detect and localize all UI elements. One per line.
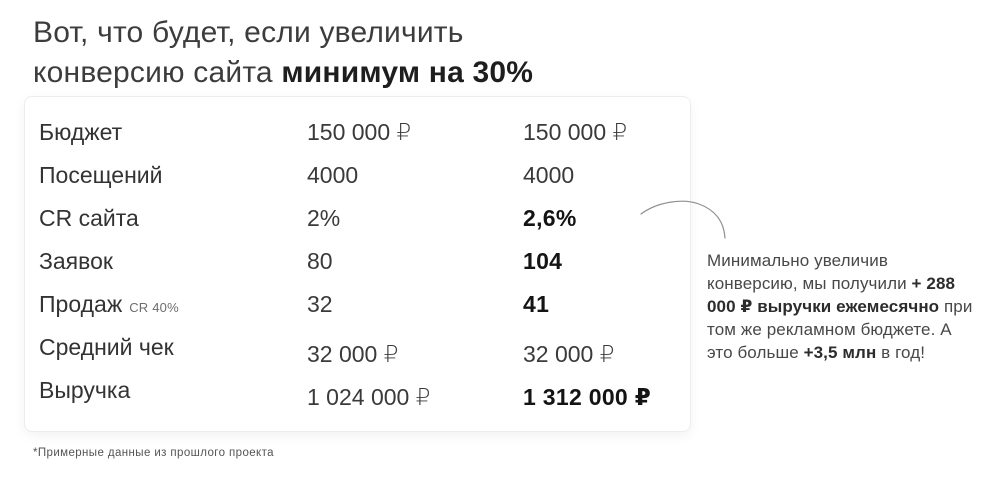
title-line-2-regular: конверсию сайта bbox=[33, 56, 282, 89]
row-label: Посещений bbox=[39, 162, 307, 189]
row-label: Бюджет bbox=[39, 119, 307, 146]
row-label-text: Средний чек bbox=[39, 334, 174, 360]
row-label-text: Выручка bbox=[39, 377, 131, 403]
value-before: 32 bbox=[307, 291, 333, 317]
table-row-leads: Заявок 80 104 bbox=[39, 240, 690, 283]
row-label: Заявок bbox=[39, 248, 307, 275]
value-after: 41 bbox=[523, 291, 550, 317]
table-row-budget: Бюджет 150 000 ₽ 150 000 ₽ bbox=[39, 111, 690, 154]
note-segment-3: при том же рекламном бюджете. А это боль… bbox=[707, 297, 973, 362]
value-after: 104 bbox=[523, 248, 563, 274]
title-line-2: конверсию сайта минимум на 30% bbox=[33, 53, 533, 93]
table-row-visits: Посещений 4000 4000 bbox=[39, 154, 690, 197]
page-title: Вот, что будет, если увеличить конверсию… bbox=[33, 13, 533, 93]
value-after: 4000 bbox=[523, 162, 575, 188]
row-label-text: Бюджет bbox=[39, 119, 123, 145]
title-line-2-bold: минимум на 30% bbox=[281, 56, 534, 89]
annotation-curve-icon bbox=[640, 200, 726, 239]
value-before: 4000 bbox=[307, 162, 359, 188]
value-after: 1 312 000 ₽ bbox=[523, 384, 652, 410]
note-segment-4-bold: +3,5 млн bbox=[803, 343, 877, 362]
value-before: 80 bbox=[307, 248, 333, 274]
footnote: *Примерные данные из прошлого проекта bbox=[33, 447, 274, 459]
value-before: 150 000 ₽ bbox=[307, 119, 412, 145]
row-label-text: Заявок bbox=[39, 248, 113, 274]
title-line-1: Вот, что будет, если увеличить bbox=[33, 16, 464, 49]
value-after: 150 000 ₽ bbox=[523, 119, 628, 145]
table-row-sales: Продаж CR 40% 32 41 bbox=[39, 283, 690, 326]
annotation-note: Минимально увеличив конверсию, мы получи… bbox=[707, 249, 981, 364]
row-label: CR сайта bbox=[39, 205, 307, 232]
value-after: 32 000 ₽ bbox=[523, 341, 615, 367]
value-after: 2,6% bbox=[523, 205, 577, 231]
row-label: Выручка bbox=[39, 377, 307, 404]
metrics-card: Бюджет 150 000 ₽ 150 000 ₽ Посещений 400… bbox=[24, 96, 691, 432]
row-label: Средний чек bbox=[39, 334, 307, 361]
table-row-revenue: Выручка 1 024 000 ₽ 1 312 000 ₽ bbox=[39, 369, 690, 412]
table-row-cr: CR сайта 2% 2,6% bbox=[39, 197, 690, 240]
value-before: 2% bbox=[307, 205, 341, 231]
value-before: 1 024 000 ₽ bbox=[307, 384, 431, 410]
note-segment-5: в год! bbox=[876, 343, 926, 362]
row-label: Продаж CR 40% bbox=[39, 291, 307, 318]
row-label-text: Продаж bbox=[39, 291, 123, 317]
row-label-text: Посещений bbox=[39, 162, 163, 188]
row-label-text: CR сайта bbox=[39, 205, 139, 231]
note-segment-2-bold: + 288 000 ₽ выручки ежемесячно bbox=[707, 274, 956, 316]
table-row-avg-check: Средний чек 32 000 ₽ 32 000 ₽ bbox=[39, 326, 690, 369]
value-before: 32 000 ₽ bbox=[307, 341, 399, 367]
row-sublabel: CR 40% bbox=[129, 300, 179, 315]
note-segment-1: Минимально увеличив конверсию, мы получи… bbox=[707, 251, 912, 293]
